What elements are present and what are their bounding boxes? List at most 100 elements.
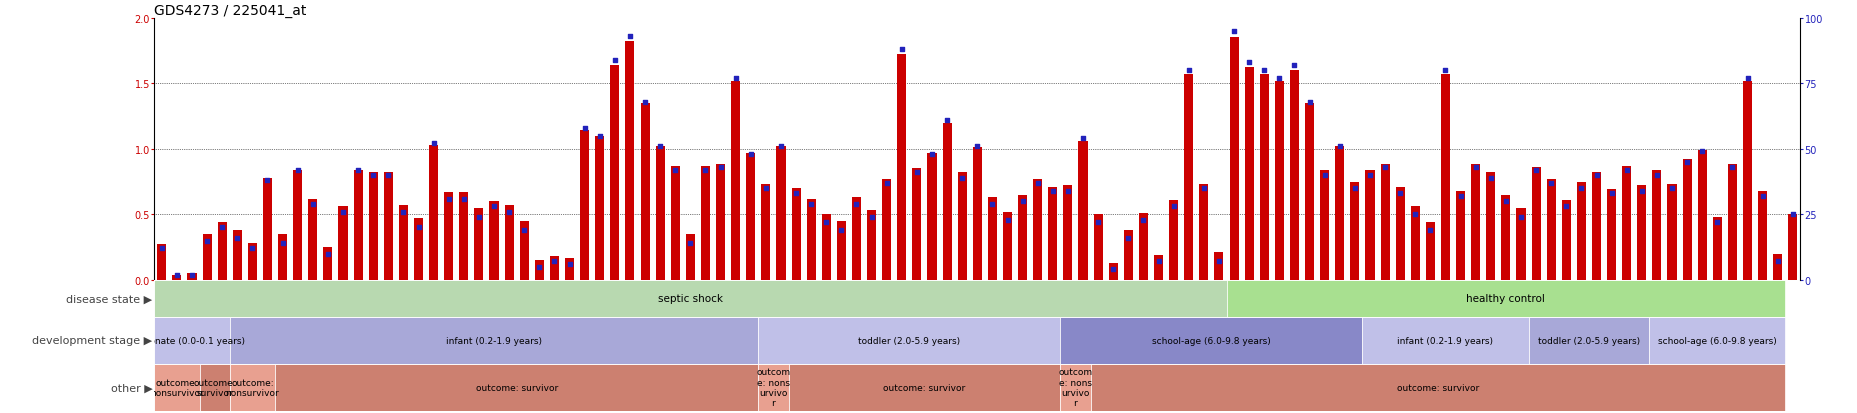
Bar: [1742, 81, 1751, 280]
Bar: [1380, 165, 1389, 280]
Bar: [1456, 191, 1465, 280]
Bar: [368, 173, 377, 280]
Point: [344, 167, 373, 173]
Point: [223, 235, 253, 242]
Point: [600, 57, 630, 64]
Point: [1521, 167, 1551, 173]
Bar: [1060, 364, 1090, 411]
Bar: [1500, 195, 1510, 280]
Point: [780, 190, 810, 197]
Bar: [1528, 317, 1649, 364]
Bar: [1060, 317, 1361, 364]
Point: [1203, 259, 1233, 265]
Point: [1565, 185, 1595, 192]
Bar: [1350, 182, 1359, 280]
Bar: [1649, 317, 1785, 364]
Point: [750, 185, 780, 192]
Bar: [535, 261, 544, 280]
Bar: [1757, 191, 1766, 280]
Bar: [758, 364, 787, 411]
Bar: [1361, 317, 1528, 364]
Text: infant (0.2-1.9 years): infant (0.2-1.9 years): [446, 336, 542, 345]
Point: [479, 204, 509, 210]
Text: toddler (2.0-5.9 years): toddler (2.0-5.9 years): [1538, 336, 1640, 345]
Bar: [1244, 68, 1253, 280]
Bar: [609, 66, 618, 280]
Bar: [685, 235, 695, 280]
Bar: [474, 208, 483, 280]
Bar: [821, 215, 830, 280]
Point: [1747, 193, 1777, 200]
Bar: [308, 199, 318, 280]
Point: [1701, 219, 1731, 226]
Point: [917, 151, 947, 158]
Bar: [791, 189, 800, 280]
Point: [1686, 149, 1716, 155]
Point: [826, 227, 856, 234]
Bar: [579, 131, 589, 280]
Bar: [1471, 165, 1480, 280]
Bar: [230, 364, 275, 411]
Point: [1233, 60, 1263, 66]
Bar: [247, 244, 256, 280]
Bar: [1304, 104, 1313, 280]
Bar: [1320, 170, 1328, 280]
Bar: [264, 178, 271, 280]
Text: outcom
e: nons
urvivo
r: outcom e: nons urvivo r: [1058, 367, 1092, 408]
Bar: [1424, 223, 1434, 280]
Point: [238, 245, 267, 252]
Point: [659, 167, 689, 173]
Bar: [973, 148, 980, 280]
Bar: [1562, 200, 1569, 280]
Point: [282, 167, 312, 173]
Point: [1038, 188, 1068, 195]
Bar: [384, 173, 392, 280]
Text: outcom
e: nons
urvivo
r: outcom e: nons urvivo r: [756, 367, 789, 408]
Point: [435, 196, 464, 202]
Bar: [1335, 147, 1344, 280]
Bar: [594, 136, 604, 280]
Text: infant (0.2-1.9 years): infant (0.2-1.9 years): [1396, 336, 1493, 345]
Point: [1265, 76, 1294, 82]
Bar: [867, 211, 877, 280]
Point: [539, 259, 568, 265]
Point: [1218, 28, 1248, 35]
Bar: [1047, 188, 1057, 280]
Bar: [1289, 71, 1298, 280]
Bar: [520, 221, 529, 280]
Point: [1656, 185, 1686, 192]
Bar: [1530, 168, 1539, 280]
Bar: [1032, 179, 1042, 280]
Point: [418, 141, 448, 147]
Bar: [488, 202, 498, 280]
Point: [1762, 259, 1792, 265]
Point: [1023, 180, 1053, 187]
Bar: [626, 42, 633, 280]
Bar: [806, 199, 815, 280]
Point: [1595, 190, 1625, 197]
Bar: [1274, 81, 1283, 280]
Bar: [1183, 75, 1192, 280]
Bar: [941, 123, 951, 280]
Point: [615, 33, 644, 40]
Bar: [1636, 186, 1645, 280]
Point: [403, 225, 433, 231]
Point: [373, 172, 403, 179]
Text: healthy control: healthy control: [1465, 294, 1545, 304]
Bar: [230, 317, 758, 364]
Point: [1671, 159, 1701, 166]
Bar: [787, 364, 1060, 411]
Bar: [1123, 230, 1133, 280]
Bar: [154, 317, 230, 364]
Bar: [1651, 170, 1660, 280]
Point: [932, 117, 962, 124]
Point: [147, 245, 176, 252]
Point: [494, 209, 524, 216]
Point: [524, 264, 553, 271]
Bar: [1682, 160, 1690, 280]
Point: [841, 201, 871, 208]
Point: [267, 240, 297, 247]
Point: [312, 251, 342, 257]
Bar: [882, 179, 891, 280]
Point: [1083, 219, 1112, 226]
